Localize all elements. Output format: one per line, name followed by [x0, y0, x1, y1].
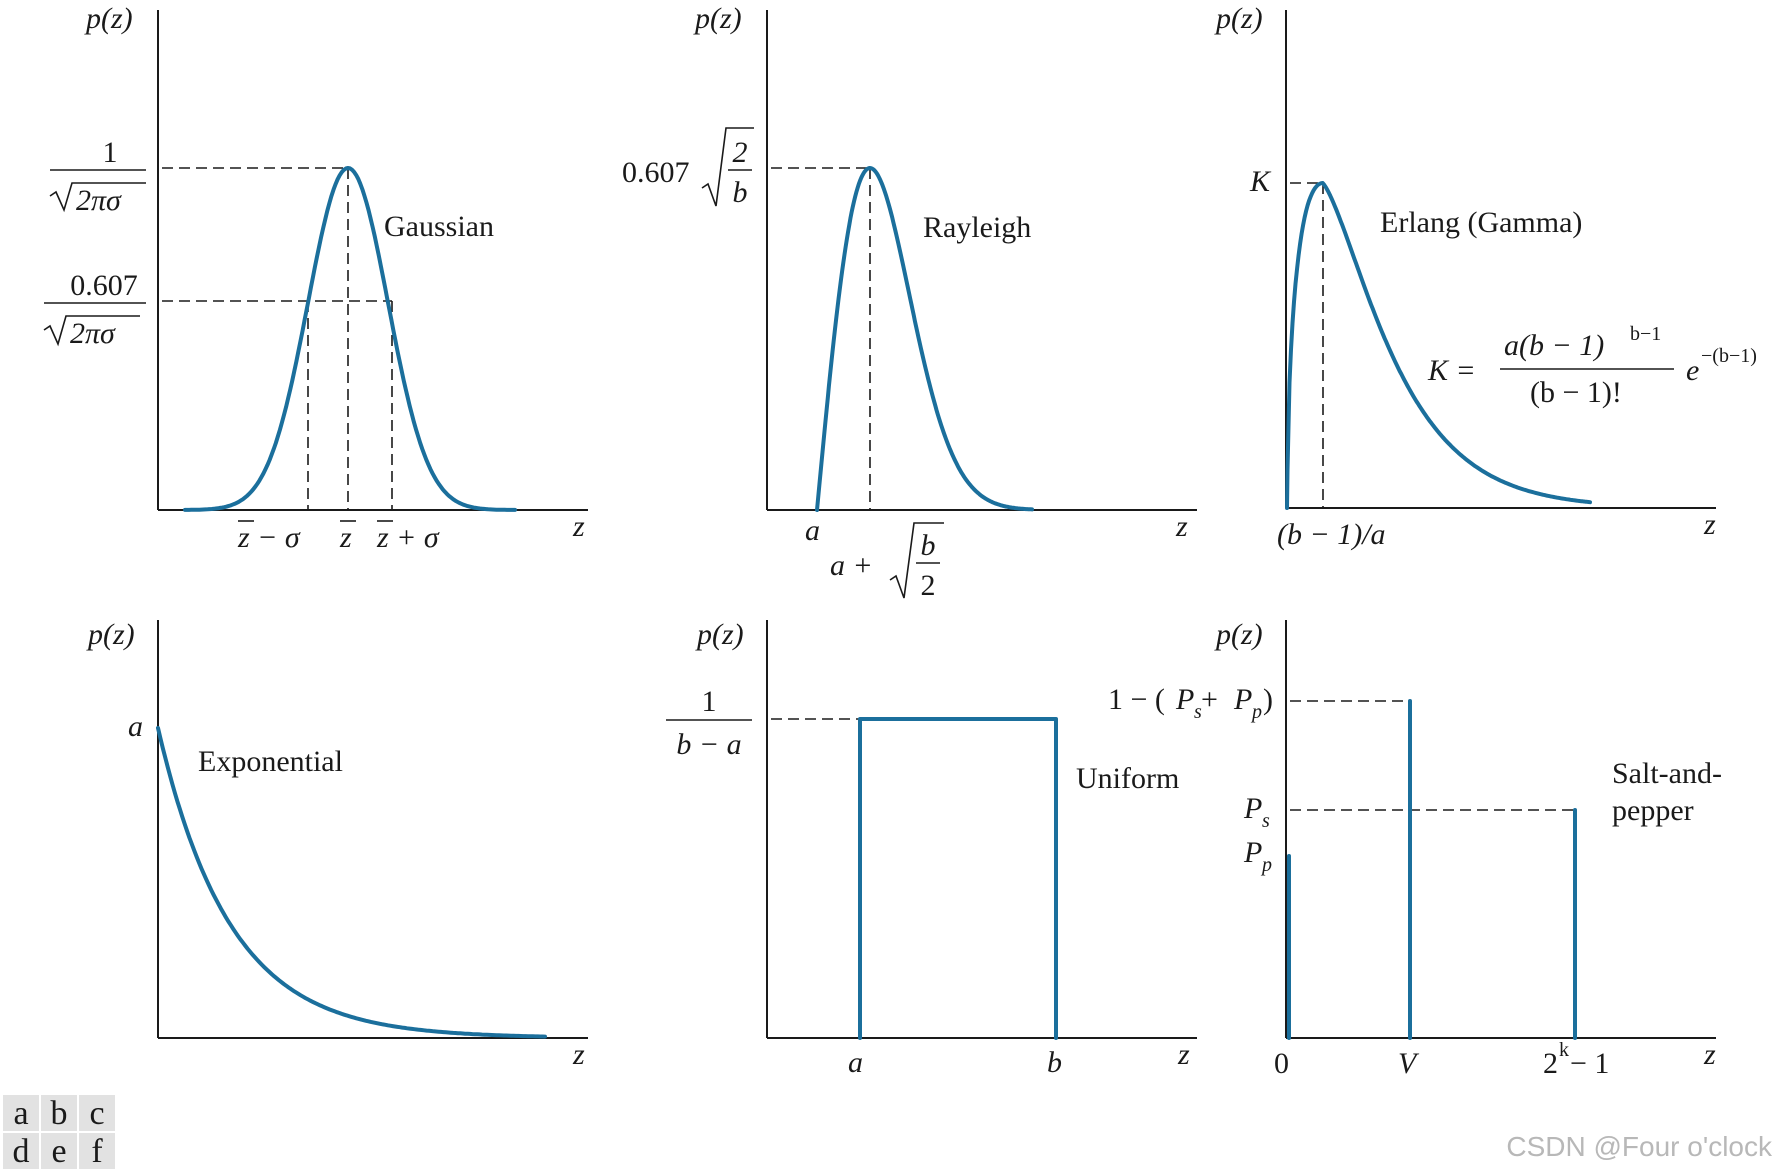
salt-pepper-pp-main: P [1243, 836, 1262, 869]
salt-pepper-top-label-s2: p [1250, 701, 1262, 723]
gaussian-name: Gaussian [384, 210, 494, 243]
salt-pepper-tick-max-suffix: − 1 [1570, 1047, 1609, 1080]
gaussian-tick-minus-sigma: z − σ [237, 521, 301, 554]
salt-pepper-top-label-suffix: ) [1263, 683, 1273, 716]
uniform-tick-b: b [1047, 1046, 1062, 1079]
erlang-y-label: p(z) [1214, 2, 1263, 35]
gaussian-tick-plus-sigma: z + σ [376, 521, 440, 554]
exponential-y-label: p(z) [86, 618, 135, 651]
rayleigh-peak-coefficient: 0.607 [622, 156, 690, 189]
panel-index-b: b [51, 1095, 68, 1132]
gaussian-tick-mean: z [339, 521, 352, 554]
erlang-tick-mode: (b − 1)/a [1277, 518, 1386, 551]
panel-index-a: a [13, 1095, 28, 1132]
erlang-formula-numerator-exponent: b−1 [1630, 323, 1661, 345]
panel-index-grid: a b c d e f [1, 1093, 117, 1171]
gaussian-half-numerator: 0.607 [70, 269, 138, 302]
salt-pepper-name-line1: Salt-and- [1612, 757, 1722, 790]
salt-pepper-ps-sub: s [1262, 810, 1270, 832]
gaussian-half-radical [43, 315, 140, 347]
panel-index-c: c [89, 1095, 104, 1132]
panel-index-cell [39, 1131, 79, 1171]
uniform-y-label: p(z) [695, 618, 744, 651]
salt-pepper-top-label-s1: s [1194, 701, 1202, 723]
exponential-x-label: z [572, 1038, 585, 1071]
gaussian-y-label: p(z) [84, 2, 133, 35]
panel-index-d: d [13, 1133, 30, 1170]
salt-pepper-name-line2: pepper [1612, 794, 1694, 827]
panel-index-cell [77, 1093, 117, 1133]
salt-pepper-tick-max-exp: k [1559, 1039, 1569, 1061]
rayleigh-peak-radical [701, 127, 754, 207]
uniform-x-label: z [1177, 1038, 1190, 1071]
uniform-rectangle [858, 717, 1058, 1040]
exponential-peak-label: a [128, 710, 143, 743]
salt-pepper-tick-zero: 0 [1274, 1047, 1289, 1080]
watermark: CSDN @Four o'clock [1506, 1131, 1773, 1162]
uniform-tick-a: a [848, 1046, 863, 1079]
rayleigh-tick-mode-numerator: b [921, 529, 936, 562]
rayleigh-peak-radicand-numerator: 2 [733, 136, 748, 169]
exponential-name: Exponential [198, 745, 343, 778]
gaussian-peak-numerator: 1 [103, 136, 118, 169]
exponential-curve [156, 726, 547, 1039]
erlang-formula-exponent: −(b−1) [1701, 345, 1757, 367]
rayleigh-tick-mode-radical [889, 522, 944, 599]
salt-pepper-tick-v: V [1398, 1047, 1420, 1080]
salt-pepper-tick-max-base: 2 [1543, 1047, 1558, 1080]
salt-pepper-pp-sub: p [1260, 854, 1272, 876]
rayleigh-peak-radicand-denominator: b [733, 176, 748, 209]
erlang-formula-denominator: (b − 1)! [1530, 376, 1622, 409]
salt-pepper-top-label-plus: + [1201, 683, 1218, 716]
gaussian-half-denominator: 2πσ [70, 317, 116, 350]
panel-index-cell [77, 1131, 117, 1171]
panel-index-e: e [51, 1133, 66, 1170]
panel-gaussian: p(z) z Gaussian 1 2πσ 0.607 2πσ z − σ z … [43, 2, 588, 554]
salt-pepper-top-label-p2: P [1233, 683, 1252, 716]
gaussian-peak-radical [49, 182, 146, 213]
rayleigh-tick-a: a [805, 514, 820, 547]
erlang-formula-lhs: K = [1427, 354, 1476, 387]
salt-pepper-y-label: p(z) [1214, 618, 1263, 651]
salt-pepper-x-label: z [1703, 1038, 1716, 1071]
erlang-formula-exp-base: e [1686, 354, 1699, 387]
rayleigh-x-label: z [1175, 510, 1188, 543]
rayleigh-curve [815, 166, 1034, 512]
uniform-height-denominator: b − a [676, 728, 741, 761]
rayleigh-y-label: p(z) [693, 2, 742, 35]
rayleigh-name: Rayleigh [923, 211, 1031, 244]
panel-exponential: p(z) z a Exponential [86, 618, 588, 1071]
uniform-height-numerator: 1 [702, 685, 717, 718]
panel-index-f: f [91, 1133, 103, 1170]
panel-salt-pepper: p(z) z Salt-and- pepper 1 − ( P s + P p … [1108, 618, 1722, 1080]
rayleigh-tick-mode-prefix: a + [830, 549, 873, 582]
erlang-name: Erlang (Gamma) [1380, 206, 1582, 239]
erlang-peak-label: K [1249, 165, 1272, 198]
erlang-formula-numerator: a(b − 1) [1504, 329, 1604, 362]
panel-uniform: p(z) z Uniform 1 b − a a b [666, 618, 1197, 1079]
salt-pepper-top-label-p1: P [1175, 683, 1194, 716]
panel-erlang: p(z) z K Erlang (Gamma) (b − 1)/a K = a(… [1214, 2, 1757, 551]
gaussian-peak-denominator: 2πσ [76, 184, 122, 217]
rayleigh-tick-mode-denominator: 2 [921, 569, 936, 602]
panel-rayleigh: p(z) z Rayleigh 0.607 2 b a a + b 2 [622, 2, 1197, 602]
erlang-x-label: z [1703, 508, 1716, 541]
gaussian-curve [183, 166, 517, 512]
salt-pepper-ps-main: P [1243, 792, 1262, 825]
salt-pepper-top-label-prefix: 1 − ( [1108, 683, 1165, 716]
erlang-curve [1285, 181, 1592, 510]
uniform-name: Uniform [1076, 762, 1179, 795]
gaussian-x-label: z [572, 510, 585, 543]
